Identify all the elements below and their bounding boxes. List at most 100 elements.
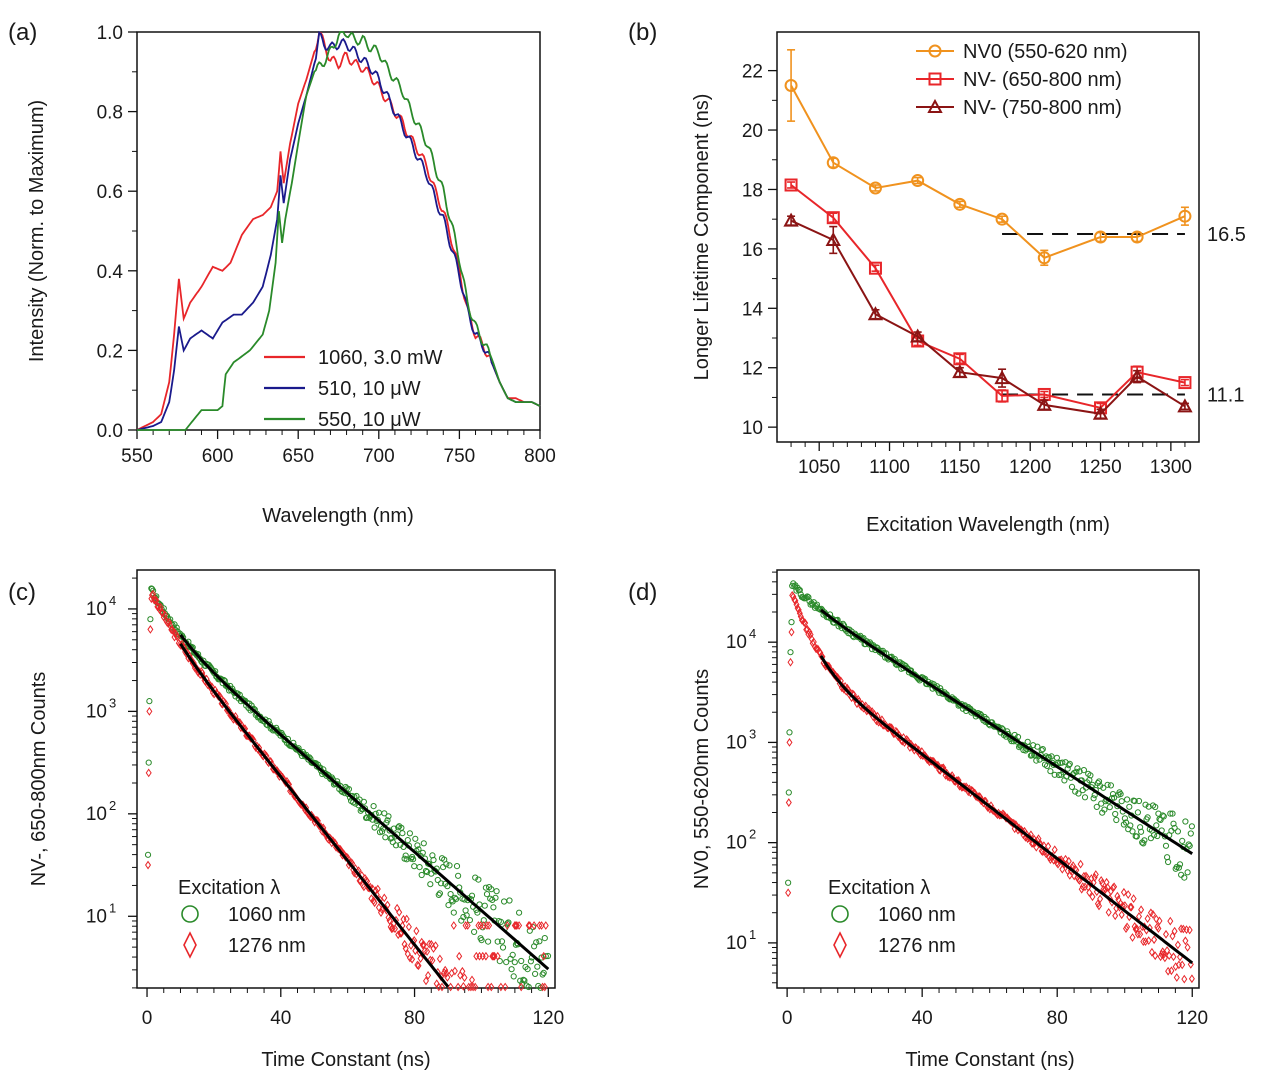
- panel-d-point: [1187, 960, 1194, 969]
- panel-c-point: [437, 880, 445, 887]
- panel-c-point: [483, 891, 491, 898]
- panel-d-point: [1178, 871, 1185, 878]
- panel-d-point: [1131, 798, 1138, 805]
- panel-d-point: [1148, 947, 1155, 957]
- panel-c-point: [360, 882, 367, 892]
- panel-c-point: [397, 929, 404, 938]
- panel-d-point: [1112, 911, 1119, 921]
- panel-d-point: [1118, 910, 1125, 920]
- legend-label-1276-d: 1276 nm: [878, 935, 956, 957]
- panel-d-point: [1122, 819, 1130, 826]
- panel-d-fit-line: [819, 608, 1194, 855]
- panel-c-point: [518, 957, 525, 965]
- panel-a-ytick-label: 0.8: [97, 103, 123, 124]
- panel-d-point: [1038, 747, 1045, 754]
- panel-d-point: [1173, 973, 1180, 982]
- panel-c-point: [482, 884, 489, 891]
- panel-d-point: [1111, 794, 1118, 801]
- panel-c-point: [539, 982, 546, 992]
- panel-c-point: [146, 706, 153, 716]
- panel-c-point: [411, 863, 418, 870]
- panel-d-point: [1127, 902, 1134, 912]
- panel-d-point: [1144, 914, 1151, 923]
- panel-c-ytick-label: 10: [86, 599, 107, 620]
- panel-d-xtick-label: 120: [1176, 1008, 1208, 1029]
- panel-d-frame: [776, 569, 1200, 989]
- panel-c-point: [510, 973, 517, 980]
- panel-d-point: [1168, 966, 1175, 976]
- panel-a-series: [136, 30, 541, 431]
- panel-d-point: [785, 798, 792, 807]
- panel-d-point: [1095, 778, 1103, 785]
- panel-d-point: [1089, 781, 1096, 789]
- panel-d-point: [1024, 738, 1031, 745]
- panel-c-point: [405, 922, 412, 932]
- panel-d-point: [1079, 882, 1086, 891]
- panel-d-point: [805, 594, 812, 601]
- panel-c-point: [539, 971, 546, 978]
- panel-a-ticks: 550 600 650 700 750 800 0.0 0.2 0.4 0.6 0.8 1.0: [97, 23, 556, 467]
- panel-c-legend-title: Excitation λ: [178, 877, 280, 899]
- panel-d-ytick-exp: 4: [749, 626, 756, 641]
- panel-d-ytick-label: 10: [726, 933, 747, 954]
- panel-d-points: [785, 580, 1196, 984]
- panel-b-point: [825, 231, 841, 246]
- panel-c-xtick-label: 80: [404, 1008, 425, 1029]
- panel-d-point: [1112, 810, 1119, 818]
- panel-d-point: [1169, 810, 1176, 817]
- panel-c-point: [145, 759, 152, 766]
- panel-d-point: [1090, 795, 1097, 802]
- panel-c-point: [451, 966, 458, 976]
- panel-d-fits: [819, 608, 1194, 965]
- panel-d-point: [1080, 767, 1088, 774]
- panel-c-point: [146, 698, 153, 705]
- panel-a-ytick-label: 0.2: [97, 341, 123, 362]
- panel-d-point: [1162, 842, 1170, 849]
- panel-b: (b) 1050 1100 1150 1200 1250 1300 10 12 14 16 18 20…: [628, 19, 1246, 536]
- panel-d-point: [1138, 828, 1145, 835]
- panel-c-point: [381, 893, 388, 903]
- panel-b-point: [868, 181, 882, 195]
- panel-d-point: [1142, 801, 1149, 808]
- panel-b-ytick-label: 18: [742, 180, 763, 201]
- panel-c-point: [542, 921, 549, 930]
- panel-c-point: [465, 982, 472, 992]
- legend-marker-1060-d: [831, 905, 849, 923]
- panel-a-ylabel: Intensity (Norm. to Maximum): [26, 100, 48, 362]
- panel-b-point: [909, 328, 926, 343]
- panel-d-point: [816, 605, 823, 612]
- panel-d-point: [1188, 823, 1196, 830]
- panel-d-point: [1152, 951, 1159, 961]
- panel-c-point: [382, 834, 389, 841]
- panel-d-point: [788, 619, 795, 626]
- panel-c-point: [410, 856, 417, 863]
- panel-d-point: [1106, 804, 1113, 811]
- panel-c-point: [424, 947, 431, 956]
- panel-b-xtick-label: 1300: [1150, 457, 1192, 478]
- panel-d-point: [787, 649, 794, 656]
- legend-label-1060: 1060, 3.0 mW: [318, 347, 443, 369]
- panel-d-point: [1028, 752, 1036, 759]
- panel-d-point: [1181, 974, 1188, 984]
- panel-c-point: [459, 966, 466, 976]
- panel-d-point: [1129, 828, 1136, 835]
- panel-d-point: [785, 879, 792, 886]
- panel-d-point: [1097, 782, 1104, 790]
- panel-c-point: [475, 876, 482, 883]
- panel-c-frame: [136, 569, 556, 989]
- panel-a-label: (a): [8, 19, 37, 46]
- panel-d-point: [1156, 816, 1163, 823]
- panel-b-xtick-label: 1100: [869, 457, 910, 478]
- panel-b-series-line-0: [790, 85, 1186, 259]
- panel-d-point: [1164, 946, 1171, 955]
- panel-c-point: [516, 921, 523, 930]
- legend-marker-1276-d: [833, 931, 847, 959]
- panel-b-point: [867, 306, 884, 321]
- panel-d-point: [1081, 794, 1089, 801]
- panel-d-point: [796, 608, 803, 618]
- panel-c-point: [540, 951, 547, 961]
- panel-d-point: [1145, 803, 1152, 810]
- panel-c-point: [483, 921, 491, 930]
